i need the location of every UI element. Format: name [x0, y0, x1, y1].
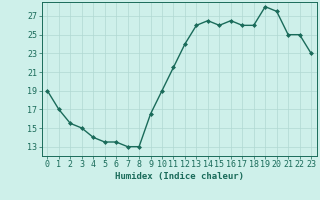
- X-axis label: Humidex (Indice chaleur): Humidex (Indice chaleur): [115, 172, 244, 181]
